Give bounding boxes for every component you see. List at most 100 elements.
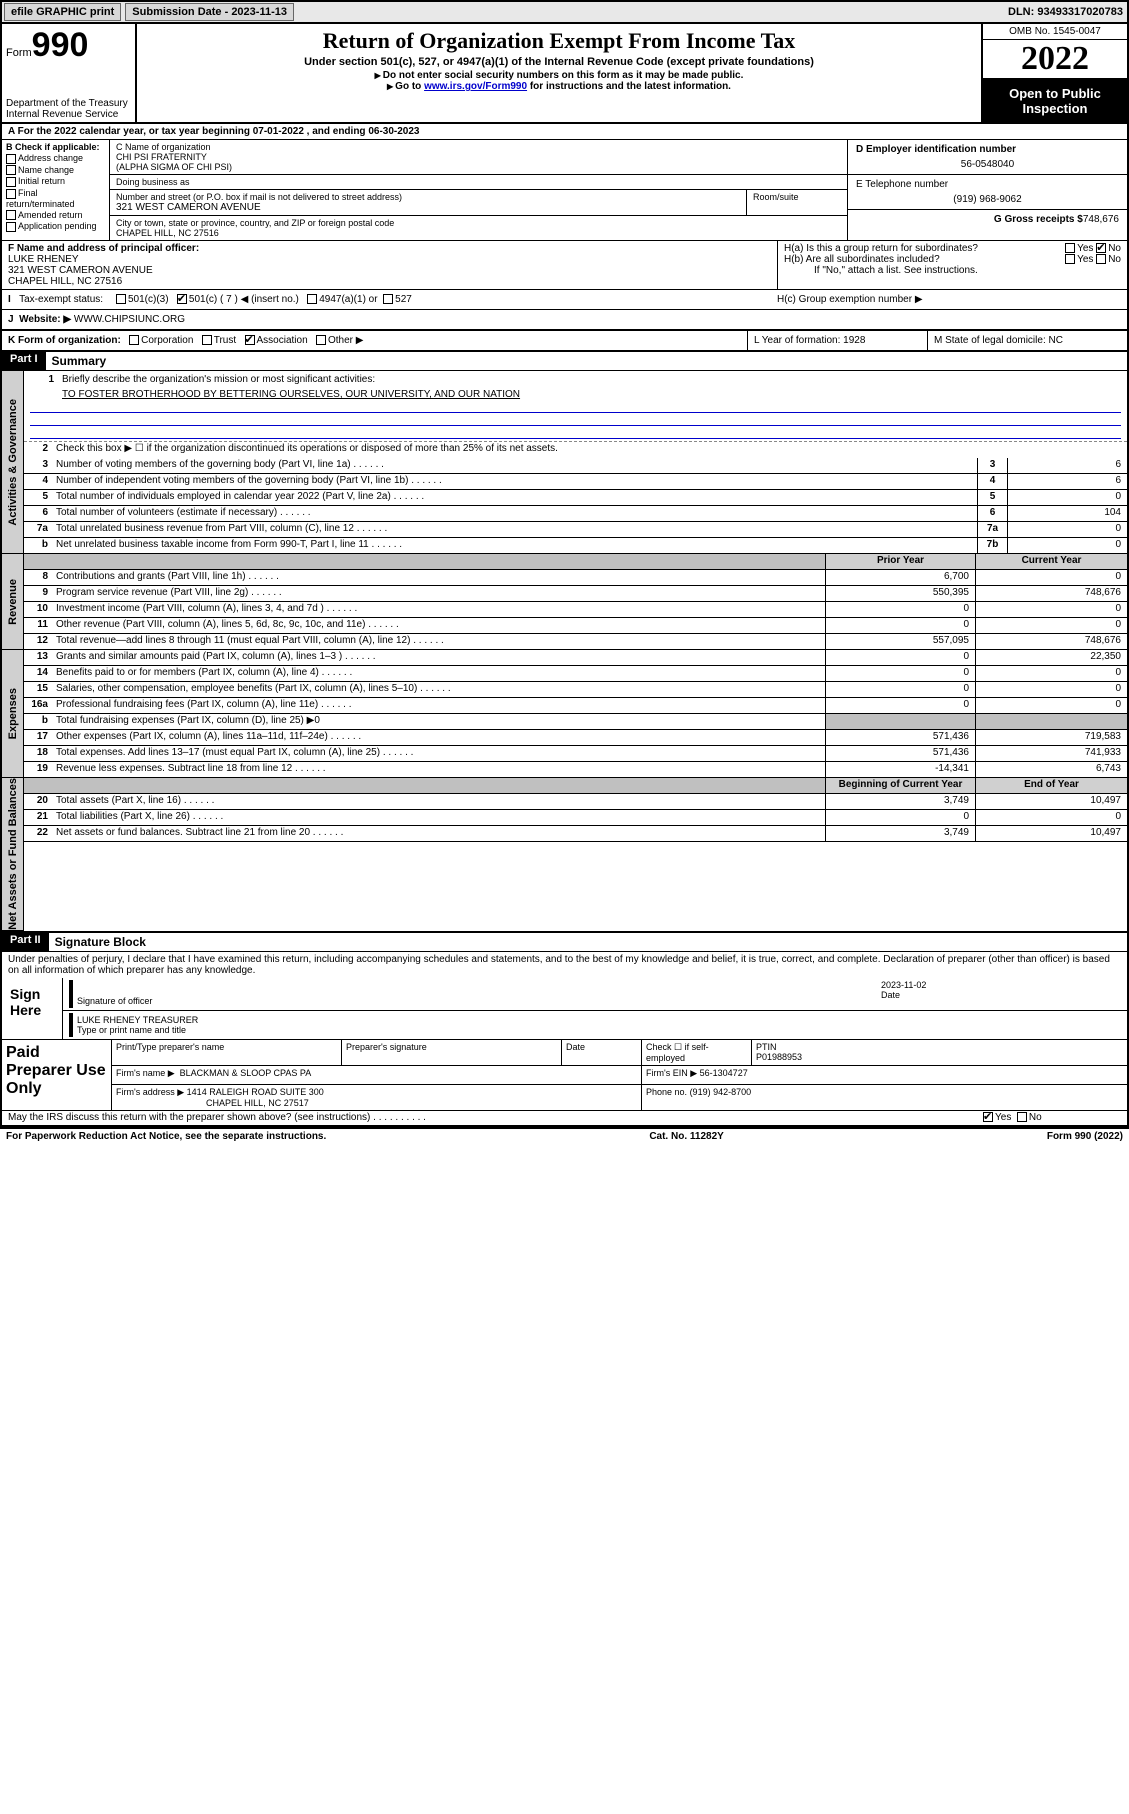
sig-date-value: 2023-11-02	[881, 980, 1123, 990]
hb-note: If "No," attach a list. See instructions…	[784, 265, 1121, 276]
officer-name: LUKE RHENEY	[8, 254, 771, 265]
dln-label: DLN: 93493317020783	[1004, 6, 1127, 18]
topbar: efile GRAPHIC print Submission Date - 20…	[0, 0, 1129, 24]
gross-label: G Gross receipts $	[994, 214, 1083, 225]
tel-label: E Telephone number	[856, 179, 1119, 190]
check-amended-return[interactable]: Amended return	[6, 210, 105, 221]
vtab-1: Revenue	[2, 554, 24, 650]
form-title: Return of Organization Exempt From Incom…	[141, 28, 977, 54]
opt-501c: 501(c) ( 7 ) ◀ (insert no.)	[189, 294, 299, 305]
opt-4947: 4947(a)(1) or	[319, 294, 377, 305]
ptin-label: PTIN	[756, 1042, 777, 1052]
gross-value: 748,676	[1083, 214, 1119, 225]
vtab-2: Expenses	[2, 650, 24, 778]
sig-date-label: Date	[881, 990, 900, 1000]
firm-addr1: 1414 RALEIGH ROAD SUITE 300	[187, 1087, 324, 1097]
hc-label: H(c) Group exemption number ▶	[777, 294, 923, 305]
check-address-change[interactable]: Address change	[6, 153, 105, 164]
summary-body: Activities & Governance1Briefly describe…	[2, 371, 1127, 931]
footer-mid: Cat. No. 11282Y	[649, 1131, 723, 1142]
org-name-1: CHI PSI FRATERNITY	[116, 152, 841, 162]
check-initial-return[interactable]: Initial return	[6, 176, 105, 187]
check-final-return[interactable]: Final return/terminated	[6, 188, 105, 209]
irs-link[interactable]: www.irs.gov/Form990	[424, 81, 527, 92]
officer-addr2: CHAPEL HILL, NC 27516	[8, 276, 771, 287]
state-domicile: M State of legal domicile: NC	[927, 331, 1127, 350]
dba-label: Doing business as	[110, 175, 847, 190]
open-public-badge: Open to Public Inspection	[983, 80, 1127, 122]
form-header: Form990 Department of the Treasury Inter…	[2, 24, 1127, 124]
city-state-zip: CHAPEL HILL, NC 27516	[116, 228, 841, 238]
ptin-value: P01988953	[756, 1052, 802, 1062]
check-name-change[interactable]: Name change	[6, 165, 105, 176]
opt-trust: Trust	[214, 335, 236, 346]
vtab-activities: Activities & Governance	[2, 371, 24, 554]
ein-label: D Employer identification number	[856, 144, 1119, 155]
sig-name-label: Type or print name and title	[77, 1025, 186, 1035]
box-b-label: B Check if applicable:	[6, 142, 100, 152]
officer-addr1: 321 WEST CAMERON AVENUE	[8, 265, 771, 276]
form-subtitle: Under section 501(c), 527, or 4947(a)(1)…	[141, 56, 977, 68]
org-name-label: C Name of organization	[116, 142, 841, 152]
officer-label: F Name and address of principal officer:	[8, 243, 771, 254]
box-b-checks: B Check if applicable: Address change Na…	[2, 140, 110, 240]
footer-right: Form 990 (2022)	[1047, 1131, 1123, 1142]
tax-status-label: Tax-exempt status:	[19, 294, 103, 305]
firm-addr2: CHAPEL HILL, NC 27517	[116, 1098, 309, 1108]
form-container: Form990 Department of the Treasury Inter…	[0, 24, 1129, 1129]
dept-label: Department of the Treasury Internal Reve…	[6, 98, 131, 120]
street-address: 321 WEST CAMERON AVENUE	[116, 202, 740, 213]
ein-value: 56-0548040	[856, 159, 1119, 170]
sig-officer-label: Signature of officer	[77, 996, 152, 1006]
omb-number: OMB No. 1545-0047	[983, 24, 1127, 40]
part1-title: Summary	[46, 352, 113, 370]
website-label: Website: ▶	[19, 314, 71, 325]
part2-header: Part II	[2, 933, 49, 951]
ssn-warning: Do not enter social security numbers on …	[141, 70, 977, 81]
prep-date-label: Date	[562, 1040, 642, 1065]
opt-other: Other ▶	[328, 335, 363, 346]
efile-print-button[interactable]: efile GRAPHIC print	[4, 3, 121, 21]
opt-corp: Corporation	[141, 335, 193, 346]
year-formation: L Year of formation: 1928	[747, 331, 927, 350]
page-footer: For Paperwork Reduction Act Notice, see …	[0, 1129, 1129, 1144]
perjury-text: Under penalties of perjury, I declare th…	[2, 952, 1127, 978]
addr-label: Number and street (or P.O. box if mail i…	[116, 192, 740, 202]
city-label: City or town, state or province, country…	[116, 218, 841, 228]
form-org-label: K Form of organization:	[8, 335, 121, 346]
vtab-3: Net Assets or Fund Balances	[2, 778, 24, 931]
prep-sig-label: Preparer's signature	[342, 1040, 562, 1065]
room-suite-label: Room/suite	[747, 190, 847, 215]
submission-date-button[interactable]: Submission Date - 2023-11-13	[125, 3, 294, 21]
prep-selfemp: Check ☐ if self-employed	[642, 1040, 752, 1065]
check-application-pending[interactable]: Application pending	[6, 221, 105, 232]
firm-name: BLACKMAN & SLOOP CPAS PA	[180, 1068, 312, 1078]
row-a-tax-year: A For the 2022 calendar year, or tax yea…	[2, 124, 1127, 140]
tel-value: (919) 968-9062	[856, 194, 1119, 205]
footer-left: For Paperwork Reduction Act Notice, see …	[6, 1131, 326, 1142]
form-label: Form	[6, 47, 32, 59]
website-value: WWW.CHIPSIUNC.ORG	[74, 314, 185, 325]
firm-ein-label: Firm's EIN ▶	[646, 1068, 697, 1078]
paid-preparer-label: Paid Preparer Use Only	[2, 1040, 112, 1110]
part2-title: Signature Block	[49, 933, 152, 951]
prep-name-label: Print/Type preparer's name	[112, 1040, 342, 1065]
tax-year: 2022	[983, 40, 1127, 80]
part1-header: Part I	[2, 352, 46, 370]
org-name-2: (ALPHA SIGMA OF CHI PSI)	[116, 162, 841, 172]
opt-527: 527	[395, 294, 412, 305]
goto-post: for instructions and the latest informat…	[527, 81, 731, 92]
may-discuss: May the IRS discuss this return with the…	[8, 1112, 370, 1123]
firm-addr-label: Firm's address ▶	[116, 1087, 184, 1097]
sign-here-label: Sign Here	[2, 978, 62, 1039]
opt-501c3: 501(c)(3)	[128, 294, 169, 305]
firm-ein: 56-1304727	[700, 1068, 748, 1078]
goto-pre: Go to	[395, 81, 424, 92]
sig-name-value: LUKE RHENEY TREASURER	[77, 1015, 1123, 1025]
firm-phone: (919) 942-8700	[690, 1087, 752, 1097]
form-number: 990	[32, 26, 89, 64]
hb-label: H(b) Are all subordinates included?	[784, 254, 940, 265]
ha-label: H(a) Is this a group return for subordin…	[784, 243, 978, 254]
firm-phone-label: Phone no.	[646, 1087, 687, 1097]
opt-assoc: Association	[257, 335, 308, 346]
